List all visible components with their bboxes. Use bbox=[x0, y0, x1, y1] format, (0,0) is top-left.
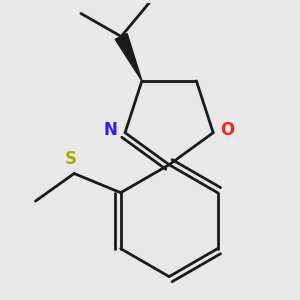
Polygon shape bbox=[115, 34, 142, 81]
Text: N: N bbox=[104, 121, 118, 139]
Text: S: S bbox=[65, 150, 77, 168]
Text: O: O bbox=[220, 121, 235, 139]
